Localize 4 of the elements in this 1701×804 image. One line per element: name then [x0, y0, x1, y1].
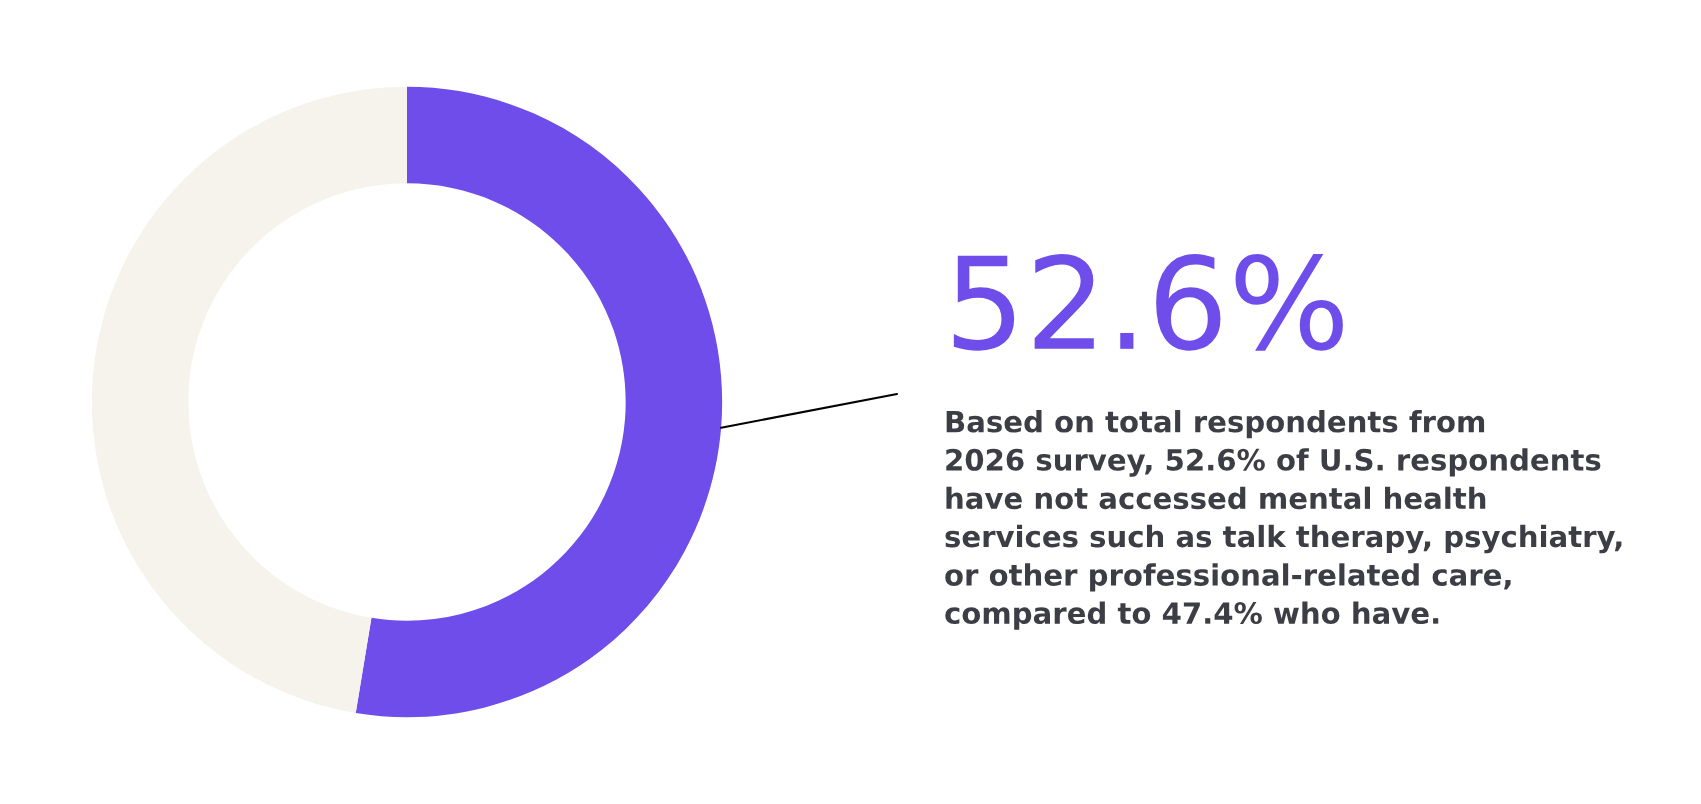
text: Based on total respondents from 2026 survey, 52.6% of U.S. respondents have not accessed mental health services such as talk therapy, psychiatry, or other professional-related care, compared to 47.4% who have. [945, 410, 1622, 630]
donut-slice [355, 86, 723, 718]
donut-slice [91, 86, 407, 713]
data-label: 52.6% [953, 253, 1343, 351]
